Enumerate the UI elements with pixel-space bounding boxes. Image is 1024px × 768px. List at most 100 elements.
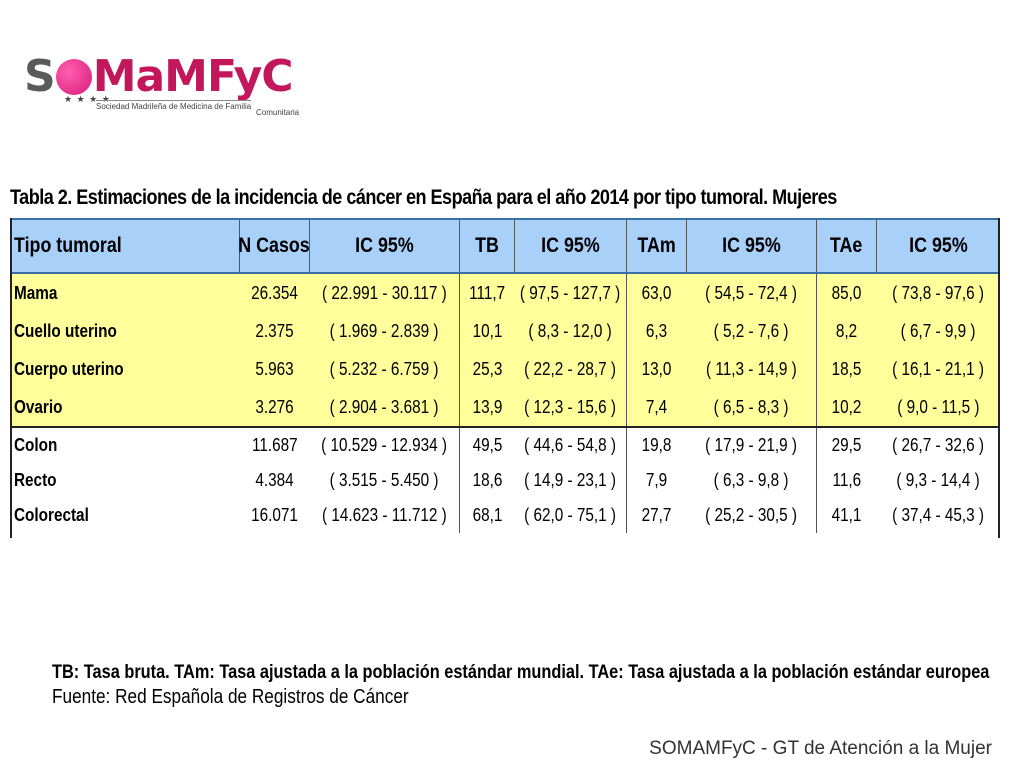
cell-text: 111,7	[469, 282, 506, 303]
logo-subtitle-2: Comunitaria	[256, 108, 300, 117]
cell-text: 25,3	[472, 358, 503, 379]
table-row: Colon 11.687 ( 10.529 - 12.934 ) 49,5 ( 44,6…	[10, 426, 1000, 463]
value-cell: ( 26,7 - 32,6 )	[877, 428, 1000, 463]
cell-text: ( 10.529 - 12.934 )	[321, 435, 448, 455]
header-label: IC 95%	[909, 234, 968, 257]
header-label: Tipo tumoral	[14, 234, 122, 257]
value-cell: 7,9	[627, 463, 687, 498]
tumor-type-cell: Ovario	[10, 388, 240, 426]
table-left-border	[10, 218, 12, 538]
table-row: Mama 26.354 ( 22.991 - 30.117 ) 111,7 ( 97,5…	[10, 274, 1000, 312]
cell-text: ( 6,7 - 9,9 )	[901, 320, 976, 341]
cell-text: ( 12,3 - 15,6 )	[524, 396, 617, 417]
logo-letter-s: S	[24, 50, 56, 102]
value-cell: ( 9,0 - 11,5 )	[877, 388, 1000, 426]
value-cell: ( 3.515 - 5.450 )	[310, 463, 460, 498]
cell-text: 29,5	[832, 435, 862, 455]
cell-text: ( 62,0 - 75,1 )	[524, 505, 617, 525]
cell-text: ( 1.969 - 2.839 )	[330, 320, 439, 341]
value-cell: 11.687	[240, 428, 310, 463]
cell-text: ( 25,2 - 30,5 )	[705, 505, 798, 525]
cell-text: ( 73,8 - 97,6 )	[892, 282, 985, 303]
value-cell: 4.384	[240, 463, 310, 498]
cell-text: ( 2.904 - 3.681 )	[330, 396, 439, 417]
cell-text: ( 9,0 - 11,5 )	[897, 396, 980, 417]
value-cell: 63,0	[627, 274, 687, 312]
value-cell: 2.375	[240, 312, 310, 350]
cell-text: 63,0	[642, 282, 672, 303]
header-cell: IC 95%	[515, 220, 627, 272]
slide-footer: SOMAMFyC - GT de Atención a la Mujer	[649, 738, 992, 759]
cell-text: ( 14.623 - 11.712 )	[322, 505, 447, 525]
cell-text: ( 6,5 - 8,3 )	[714, 396, 789, 417]
tumor-type-cell: Colorectal	[10, 498, 240, 533]
cell-text: 18,6	[472, 470, 503, 490]
value-cell: 85,0	[817, 274, 877, 312]
value-cell: ( 54,5 - 72,4 )	[687, 274, 817, 312]
value-cell: ( 8,3 - 12,0 )	[515, 312, 627, 350]
value-cell: 11,6	[817, 463, 877, 498]
value-cell: 3.276	[240, 388, 310, 426]
value-cell: ( 97,5 - 127,7 )	[515, 274, 627, 312]
table-notes: TB: Tasa bruta. TAm: Tasa ajustada a la …	[52, 662, 1024, 709]
cell-text: Recto	[14, 470, 57, 490]
header-cell: TAe	[817, 220, 877, 272]
header-label: TB	[475, 234, 499, 257]
cell-text: ( 22.991 - 30.117 )	[322, 282, 447, 303]
value-cell: ( 5,2 - 7,6 )	[687, 312, 817, 350]
cell-text: Colon	[14, 435, 58, 455]
cell-text: 11,6	[832, 470, 862, 490]
abbreviations-note: TB: Tasa bruta. TAm: Tasa ajustada a la …	[52, 662, 990, 683]
value-cell: ( 6,7 - 9,9 )	[877, 312, 1000, 350]
header-label: N Casos	[238, 234, 311, 257]
value-cell: ( 17,9 - 21,9 )	[687, 428, 817, 463]
value-cell: 68,1	[460, 498, 515, 533]
cell-text: 16.071	[251, 505, 299, 525]
cell-text: ( 16,1 - 21,1 )	[892, 358, 985, 379]
value-cell: 10,1	[460, 312, 515, 350]
tumor-type-cell: Cuello uterino	[10, 312, 240, 350]
value-cell: ( 14.623 - 11.712 )	[310, 498, 460, 533]
value-cell: ( 5.232 - 6.759 )	[310, 350, 460, 388]
value-cell: ( 6,3 - 9,8 )	[687, 463, 817, 498]
cell-text: 8,2	[836, 320, 858, 341]
logo-wordmark: S MaMFyC	[24, 50, 294, 102]
value-cell: ( 44,6 - 54,8 )	[515, 428, 627, 463]
cell-text: ( 14,9 - 23,1 )	[524, 470, 617, 490]
cell-text: ( 3.515 - 5.450 )	[330, 470, 439, 490]
header-cell: TB	[460, 220, 515, 272]
header-label: TAm	[637, 234, 676, 257]
cell-text: 68,1	[472, 505, 503, 525]
value-cell: 41,1	[817, 498, 877, 533]
cell-text: 41,1	[832, 505, 862, 525]
cell-text: ( 5,2 - 7,6 )	[714, 320, 789, 341]
cell-text: ( 8,3 - 12,0 )	[528, 320, 613, 341]
logo-stars-icon: ★ ★ ★ ★	[64, 94, 111, 104]
header-label: IC 95%	[355, 234, 414, 257]
cell-text: ( 6,3 - 9,8 )	[714, 470, 789, 490]
tumor-type-cell: Colon	[10, 428, 240, 463]
value-cell: 5.963	[240, 350, 310, 388]
cell-text: 10,1	[472, 320, 503, 341]
value-cell: 19,8	[627, 428, 687, 463]
table-row: Recto 4.384 ( 3.515 - 5.450 ) 18,6 ( 14,9 - …	[10, 463, 1000, 498]
value-cell: 49,5	[460, 428, 515, 463]
value-cell: ( 22,2 - 28,7 )	[515, 350, 627, 388]
value-cell: ( 10.529 - 12.934 )	[310, 428, 460, 463]
value-cell: 29,5	[817, 428, 877, 463]
table-row: Colorectal 16.071 ( 14.623 - 11.712 ) 68,1 (…	[10, 498, 1000, 533]
cell-text: 10,2	[832, 396, 862, 417]
table-row: Cuerpo uterino 5.963 ( 5.232 - 6.759 ) 25,3…	[10, 350, 1000, 388]
table-title: Tabla 2. Estimaciones de la incidencia d…	[10, 186, 837, 209]
somamfyc-logo: S MaMFyC ★ ★ ★ ★ Sociedad Madrileña de M…	[24, 50, 324, 120]
cell-text: 13,0	[642, 358, 672, 379]
value-cell: ( 9,3 - 14,4 )	[877, 463, 1000, 498]
cell-text: 11.687	[252, 435, 298, 455]
logo-pink-circle-icon	[55, 59, 92, 95]
value-cell: 13,0	[627, 350, 687, 388]
cell-text: 18,5	[832, 358, 862, 379]
value-cell: ( 12,3 - 15,6 )	[515, 388, 627, 426]
value-cell: 18,5	[817, 350, 877, 388]
value-cell: ( 14,9 - 23,1 )	[515, 463, 627, 498]
table-right-border	[998, 218, 1000, 538]
